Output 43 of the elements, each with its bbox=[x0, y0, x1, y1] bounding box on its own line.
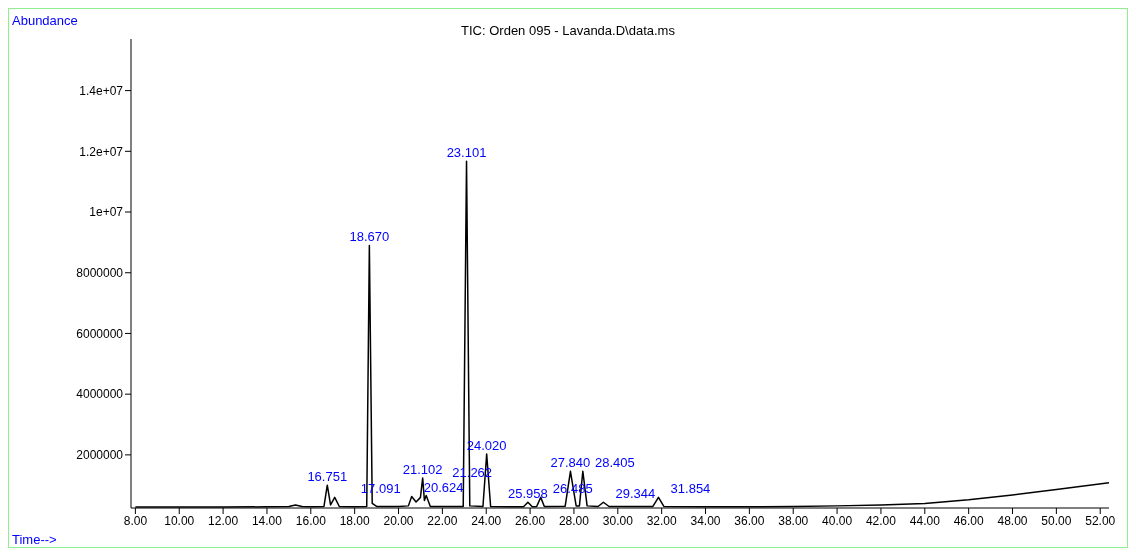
y-axis-title: Abundance bbox=[12, 13, 78, 28]
x-tick-label: 16.00 bbox=[295, 513, 327, 528]
y-tick-label: 6000000 bbox=[76, 326, 124, 341]
x-tick-label: 36.00 bbox=[734, 513, 765, 528]
x-tick-label: 38.00 bbox=[778, 513, 809, 528]
annotation: 18.670 bbox=[349, 229, 390, 245]
x-tick-label: 42.00 bbox=[865, 513, 897, 528]
x-tick-label: 28.00 bbox=[558, 513, 590, 528]
annotation: 23.101 bbox=[446, 145, 487, 161]
x-tick-label: 44.00 bbox=[909, 513, 941, 528]
chart-title: TIC: Orden 095 - Lavanda.D\data.ms bbox=[461, 23, 675, 38]
annotation: 16.751 bbox=[307, 469, 348, 485]
x-tick-label: 22.00 bbox=[427, 513, 458, 528]
x-tick-label: 32.00 bbox=[646, 513, 677, 528]
x-tick-label: 24.00 bbox=[471, 513, 502, 528]
x-tick-label: 48.00 bbox=[997, 513, 1028, 528]
x-tick-label: 14.00 bbox=[251, 513, 283, 528]
y-tick-label: 1.4e+07 bbox=[79, 83, 124, 98]
x-tick-label: 30.00 bbox=[602, 513, 634, 528]
annotation: 27.840 bbox=[550, 455, 591, 471]
x-tick-label: 8.00 bbox=[123, 513, 148, 528]
annotation: 28.405 bbox=[594, 455, 635, 471]
y-tick-label: 4000000 bbox=[76, 387, 124, 402]
x-tick-label: 40.00 bbox=[822, 513, 853, 528]
x-tick-label: 18.00 bbox=[339, 513, 371, 528]
annotation: 21.102 bbox=[402, 461, 443, 477]
annotation: 20.624 bbox=[423, 480, 464, 496]
x-tick-label: 12.00 bbox=[208, 513, 239, 528]
x-tick-label: 50.00 bbox=[1041, 513, 1072, 528]
x-tick-label: 52.00 bbox=[1085, 513, 1116, 528]
annotation: 29.344 bbox=[615, 486, 656, 502]
x-tick-label: 10.00 bbox=[164, 513, 195, 528]
x-tick-label: 20.00 bbox=[383, 513, 414, 528]
annotation: 25.958 bbox=[508, 486, 548, 502]
x-tick-label: 34.00 bbox=[690, 513, 721, 528]
x-tick-label: 46.00 bbox=[953, 513, 984, 528]
y-tick-label: 2000000 bbox=[76, 448, 124, 463]
y-tick-label: 1e+07 bbox=[89, 205, 124, 220]
y-tick-label: 8000000 bbox=[76, 266, 124, 280]
x-tick-label: 26.00 bbox=[515, 513, 546, 528]
x-axis-title: Time--> bbox=[12, 532, 57, 547]
annotation: 31.854 bbox=[670, 481, 711, 497]
y-tick-label: 1.2e+07 bbox=[79, 144, 124, 159]
